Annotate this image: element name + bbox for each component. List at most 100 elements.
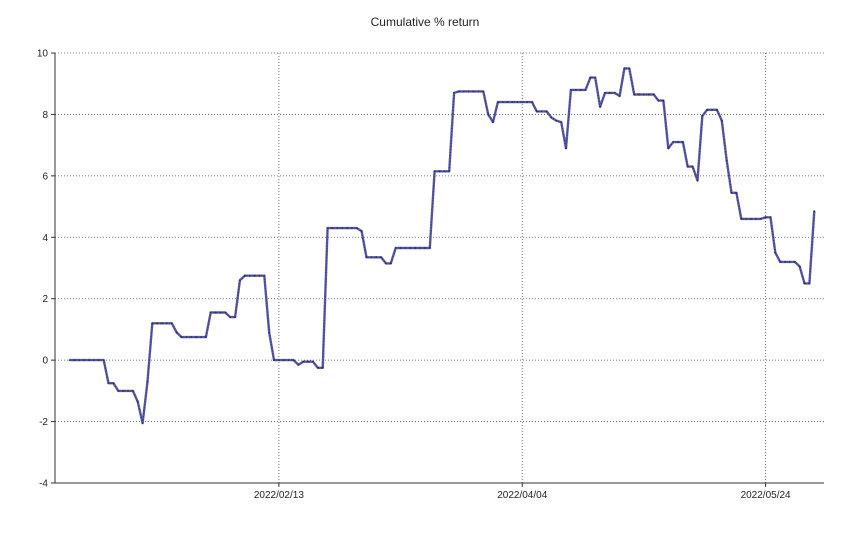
data-point xyxy=(282,359,285,361)
data-point xyxy=(331,227,334,230)
y-tick-label: 8 xyxy=(42,110,48,121)
data-point xyxy=(156,322,159,325)
data-point xyxy=(701,115,704,117)
y-tick-label: 4 xyxy=(42,233,48,244)
data-point xyxy=(292,359,295,361)
data-point xyxy=(443,170,446,173)
data-point xyxy=(730,191,733,194)
tick-labels: -4 -2 0 2 4 6 8 10 2022/02/13 2022/04/04 2022/05/2… xyxy=(37,49,791,502)
data-point xyxy=(769,216,772,219)
data-point xyxy=(180,336,183,338)
data-point xyxy=(389,262,392,265)
data-point xyxy=(793,261,796,263)
data-point xyxy=(638,93,640,96)
data-point xyxy=(166,322,168,325)
data-point xyxy=(691,165,694,168)
data-point xyxy=(351,227,353,230)
data-point xyxy=(83,359,86,361)
data-point xyxy=(594,76,597,79)
axes xyxy=(51,52,824,487)
chart-title: Cumulative % return xyxy=(371,15,480,29)
data-point xyxy=(472,90,475,93)
data-point xyxy=(764,216,767,219)
data-point xyxy=(365,256,368,259)
data-point xyxy=(803,282,806,285)
data-point xyxy=(122,390,124,392)
data-point xyxy=(341,227,344,230)
data-point xyxy=(346,227,348,230)
data-point xyxy=(190,336,193,338)
data-point xyxy=(511,101,514,103)
data-point xyxy=(112,382,115,385)
data-point xyxy=(477,90,480,93)
data-point xyxy=(234,316,237,318)
data-point xyxy=(409,247,412,249)
data-point xyxy=(360,230,363,233)
y-tick-label: -2 xyxy=(39,417,48,428)
y-tick-label: 6 xyxy=(42,171,48,182)
data-point xyxy=(667,147,670,150)
data-point xyxy=(677,141,679,144)
data-point xyxy=(779,261,782,263)
data-point xyxy=(375,256,378,259)
data-point xyxy=(672,141,674,144)
data-point xyxy=(433,170,436,173)
x-tick-label: 2022/04/04 xyxy=(497,490,547,501)
data-point xyxy=(141,422,144,424)
data-point xyxy=(570,89,572,91)
data-point xyxy=(316,366,319,369)
data-point xyxy=(253,274,256,277)
data-point xyxy=(618,95,621,97)
data-point xyxy=(326,227,329,230)
x-tick-label: 2022/02/13 xyxy=(254,490,304,501)
data-point xyxy=(813,210,816,213)
data-point xyxy=(755,218,757,220)
data-point xyxy=(97,359,100,361)
x-tick-label: 2022/05/24 xyxy=(741,490,791,501)
data-point xyxy=(312,360,314,363)
data-point xyxy=(297,363,300,366)
data-point xyxy=(370,256,373,259)
data-point xyxy=(535,110,538,113)
data-point xyxy=(229,316,232,318)
data-point xyxy=(560,121,563,123)
data-point xyxy=(268,331,271,334)
data-point xyxy=(686,165,689,168)
data-point xyxy=(394,247,397,249)
data-point xyxy=(170,322,173,325)
data-point xyxy=(287,359,290,361)
data-point xyxy=(273,359,275,361)
data-point xyxy=(521,101,524,103)
data-point xyxy=(633,93,636,96)
data-point xyxy=(759,218,762,220)
data-point xyxy=(628,67,631,70)
data-point xyxy=(716,108,718,111)
data-point xyxy=(540,110,543,113)
data-point xyxy=(516,101,519,103)
data-point xyxy=(720,119,723,122)
data-point xyxy=(107,382,110,385)
data-point xyxy=(380,256,382,259)
data-point xyxy=(531,101,533,103)
data-point xyxy=(161,322,164,325)
data-point xyxy=(200,336,202,338)
data-point xyxy=(784,261,786,263)
data-point xyxy=(745,218,747,220)
data-point xyxy=(136,400,139,403)
data-point xyxy=(711,108,713,111)
data-point xyxy=(643,93,645,96)
data-point xyxy=(604,92,606,94)
data-point xyxy=(550,116,553,119)
data-point xyxy=(458,90,460,93)
data-point xyxy=(682,141,684,144)
data-point xyxy=(307,360,309,363)
data-point xyxy=(214,311,217,314)
data-point xyxy=(248,274,251,277)
data-point xyxy=(555,119,558,122)
data-point xyxy=(789,261,791,263)
y-tick-label: 0 xyxy=(42,356,48,367)
data-point xyxy=(501,101,504,103)
data-point xyxy=(497,101,499,103)
data-point xyxy=(574,89,577,91)
data-point xyxy=(243,274,246,277)
